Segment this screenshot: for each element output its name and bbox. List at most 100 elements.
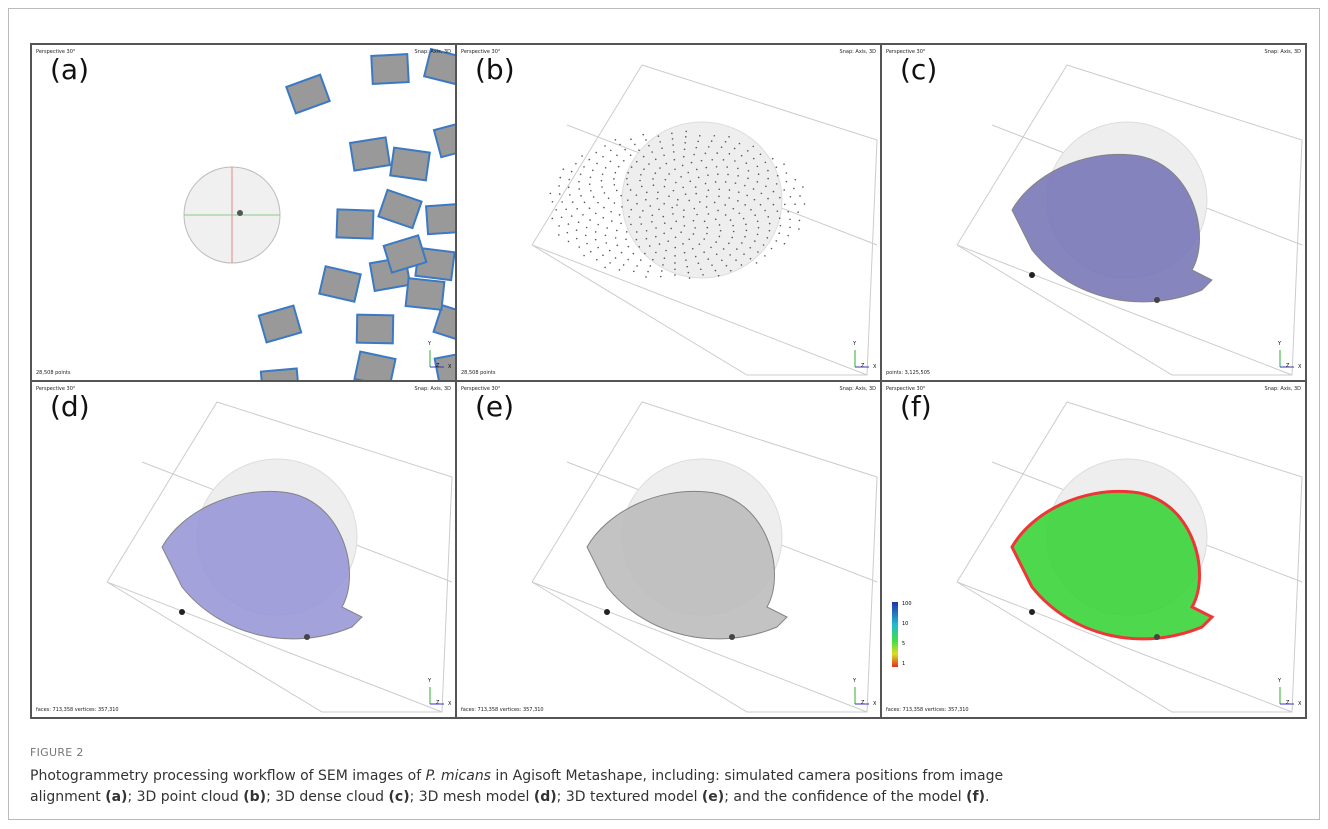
axis-label: Y (1278, 341, 1281, 347)
point (778, 232, 780, 234)
point (674, 268, 676, 270)
point (698, 177, 700, 179)
point (645, 276, 647, 278)
point (627, 172, 629, 174)
point (775, 240, 777, 242)
point (602, 173, 604, 175)
point (773, 191, 775, 193)
point (730, 219, 732, 221)
point (716, 253, 718, 255)
point (581, 155, 583, 157)
point (550, 193, 552, 195)
point (693, 154, 695, 156)
point (786, 172, 788, 174)
point (559, 177, 561, 179)
point (645, 199, 647, 201)
point (746, 230, 748, 232)
point (620, 223, 622, 225)
point (592, 170, 594, 172)
point (604, 267, 606, 269)
point (558, 234, 560, 236)
caption-ref: (e) (702, 789, 724, 805)
point (787, 211, 789, 213)
point (711, 140, 713, 142)
caption-ref: (b) (243, 789, 266, 805)
point (601, 186, 603, 188)
point (799, 195, 801, 197)
viewport (457, 45, 881, 381)
point (674, 168, 676, 170)
point (688, 272, 690, 274)
point (615, 172, 617, 174)
camera (371, 54, 408, 84)
point (695, 186, 697, 188)
camera (357, 315, 393, 344)
point (610, 211, 612, 213)
point (590, 190, 592, 192)
scale-label: 1 (902, 661, 905, 667)
point (686, 266, 688, 268)
point (696, 214, 698, 216)
point (633, 271, 635, 273)
point (655, 252, 657, 254)
panel-label: (c) (900, 53, 937, 86)
point (630, 209, 632, 211)
point (685, 131, 687, 133)
point (728, 197, 730, 199)
point (595, 152, 597, 154)
axis-label: Z (861, 700, 864, 706)
point (604, 192, 606, 194)
point (603, 217, 605, 219)
point (734, 160, 736, 162)
point (646, 192, 648, 194)
point (705, 183, 707, 185)
point (708, 189, 710, 191)
point (779, 197, 781, 199)
point (699, 201, 701, 203)
figure-label: FIGURE 2 (30, 746, 84, 759)
point (684, 252, 686, 254)
point (672, 213, 674, 215)
point (730, 270, 732, 272)
point (760, 153, 762, 155)
point (682, 187, 684, 189)
point (694, 227, 696, 229)
point (724, 204, 726, 206)
point (571, 171, 573, 173)
panel: Perspective 30°Snap: Axis, 3D28,508 poin… (456, 44, 881, 381)
panel-label: (f) (900, 390, 932, 423)
axis-label: Z (436, 363, 439, 369)
point (648, 163, 650, 165)
point (677, 199, 679, 201)
point (726, 265, 728, 267)
point (754, 214, 756, 216)
point (595, 231, 597, 233)
stats-label: 28,508 points (36, 370, 70, 376)
point (758, 173, 760, 175)
point (789, 227, 791, 229)
point (674, 255, 676, 257)
point (630, 189, 632, 191)
camera (319, 266, 360, 301)
point (588, 159, 590, 161)
camera (354, 352, 395, 381)
point (757, 166, 759, 168)
point (684, 142, 686, 144)
point (683, 216, 685, 218)
point (580, 195, 582, 197)
point (563, 168, 565, 170)
point (589, 219, 591, 221)
point (567, 232, 569, 234)
point (673, 151, 675, 153)
point (645, 139, 647, 141)
point (700, 268, 702, 270)
viewport (882, 382, 1306, 718)
point (658, 209, 660, 211)
point (711, 264, 713, 266)
point (721, 259, 723, 261)
point (590, 177, 592, 179)
point (584, 202, 586, 204)
point (717, 173, 719, 175)
point (575, 163, 577, 165)
caption-text: . (985, 789, 989, 805)
